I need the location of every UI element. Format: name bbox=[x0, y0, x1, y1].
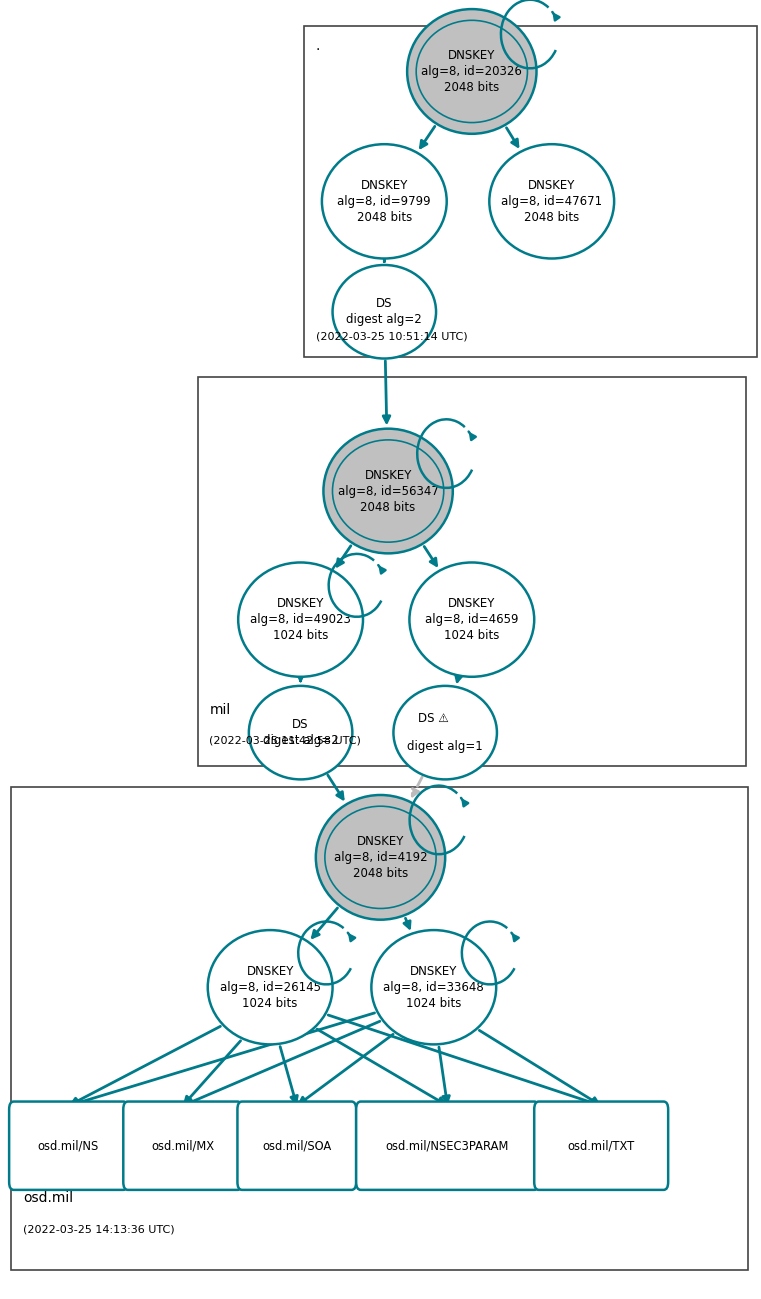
FancyBboxPatch shape bbox=[198, 377, 746, 766]
Text: DS ⚠: DS ⚠ bbox=[419, 712, 449, 725]
Text: DNSKEY
alg=8, id=4192
2048 bits: DNSKEY alg=8, id=4192 2048 bits bbox=[333, 835, 428, 879]
Text: digest alg=1: digest alg=1 bbox=[407, 740, 483, 753]
FancyBboxPatch shape bbox=[304, 26, 757, 357]
Text: osd.mil: osd.mil bbox=[23, 1191, 73, 1205]
FancyBboxPatch shape bbox=[9, 1102, 128, 1190]
Text: DS
digest alg=2: DS digest alg=2 bbox=[263, 718, 339, 747]
Ellipse shape bbox=[489, 144, 614, 259]
Ellipse shape bbox=[323, 429, 453, 553]
Ellipse shape bbox=[393, 686, 497, 779]
Ellipse shape bbox=[208, 930, 333, 1044]
Text: DNSKEY
alg=8, id=47671
2048 bits: DNSKEY alg=8, id=47671 2048 bits bbox=[501, 179, 602, 223]
Text: DNSKEY
alg=8, id=26145
1024 bits: DNSKEY alg=8, id=26145 1024 bits bbox=[220, 965, 320, 1009]
FancyBboxPatch shape bbox=[534, 1102, 668, 1190]
Text: DNSKEY
alg=8, id=9799
2048 bits: DNSKEY alg=8, id=9799 2048 bits bbox=[337, 179, 431, 223]
Ellipse shape bbox=[407, 9, 537, 134]
Text: osd.mil/SOA: osd.mil/SOA bbox=[263, 1139, 331, 1152]
Ellipse shape bbox=[371, 930, 496, 1044]
Text: .: . bbox=[316, 39, 320, 53]
Text: DNSKEY
alg=8, id=49023
1024 bits: DNSKEY alg=8, id=49023 1024 bits bbox=[250, 598, 351, 642]
Text: osd.mil/NSEC3PARAM: osd.mil/NSEC3PARAM bbox=[386, 1139, 509, 1152]
Text: (2022-03-25 11:42:58 UTC): (2022-03-25 11:42:58 UTC) bbox=[209, 735, 361, 746]
Text: DNSKEY
alg=8, id=4659
1024 bits: DNSKEY alg=8, id=4659 1024 bits bbox=[425, 598, 518, 642]
Ellipse shape bbox=[333, 265, 436, 359]
Text: DNSKEY
alg=8, id=20326
2048 bits: DNSKEY alg=8, id=20326 2048 bits bbox=[422, 49, 522, 94]
Text: osd.mil/NS: osd.mil/NS bbox=[38, 1139, 99, 1152]
Text: (2022-03-25 10:51:14 UTC): (2022-03-25 10:51:14 UTC) bbox=[316, 331, 467, 342]
Ellipse shape bbox=[409, 562, 534, 677]
Text: mil: mil bbox=[209, 703, 231, 717]
FancyBboxPatch shape bbox=[356, 1102, 539, 1190]
Text: osd.mil/TXT: osd.mil/TXT bbox=[568, 1139, 635, 1152]
Ellipse shape bbox=[316, 795, 445, 920]
FancyBboxPatch shape bbox=[123, 1102, 242, 1190]
Ellipse shape bbox=[238, 562, 363, 677]
Ellipse shape bbox=[249, 686, 352, 779]
FancyBboxPatch shape bbox=[237, 1102, 356, 1190]
Text: DNSKEY
alg=8, id=33648
1024 bits: DNSKEY alg=8, id=33648 1024 bits bbox=[384, 965, 484, 1009]
FancyBboxPatch shape bbox=[11, 787, 748, 1270]
Text: DS
digest alg=2: DS digest alg=2 bbox=[346, 297, 422, 326]
Text: osd.mil/MX: osd.mil/MX bbox=[151, 1139, 214, 1152]
Ellipse shape bbox=[322, 144, 447, 259]
Text: DNSKEY
alg=8, id=56347
2048 bits: DNSKEY alg=8, id=56347 2048 bits bbox=[338, 469, 438, 513]
Text: (2022-03-25 14:13:36 UTC): (2022-03-25 14:13:36 UTC) bbox=[23, 1224, 174, 1234]
